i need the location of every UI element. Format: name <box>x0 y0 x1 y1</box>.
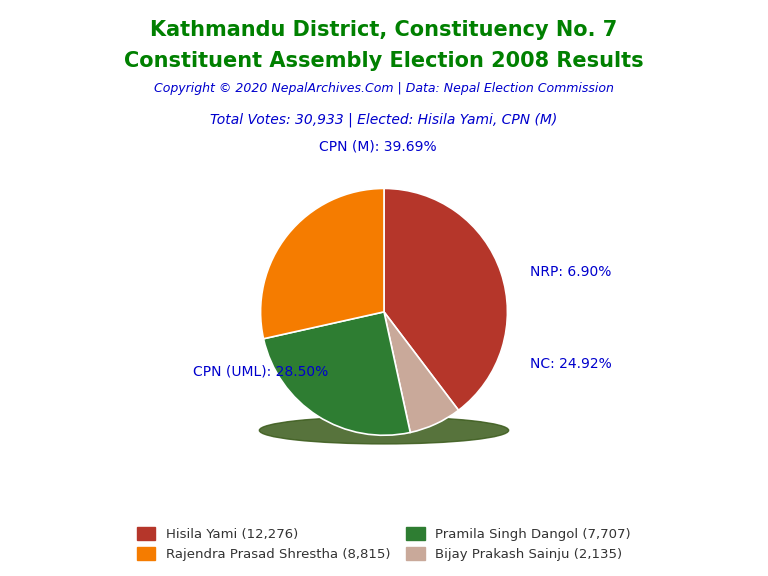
Text: CPN (M): 39.69%: CPN (M): 39.69% <box>319 140 437 154</box>
Ellipse shape <box>260 417 508 444</box>
Text: Total Votes: 30,933 | Elected: Hisila Yami, CPN (M): Total Votes: 30,933 | Elected: Hisila Ya… <box>210 112 558 127</box>
Wedge shape <box>384 312 458 433</box>
Wedge shape <box>260 188 384 339</box>
Text: Copyright © 2020 NepalArchives.Com | Data: Nepal Election Commission: Copyright © 2020 NepalArchives.Com | Dat… <box>154 82 614 95</box>
Text: Constituent Assembly Election 2008 Results: Constituent Assembly Election 2008 Resul… <box>124 51 644 71</box>
Text: NC: 24.92%: NC: 24.92% <box>530 357 611 371</box>
Legend: Hisila Yami (12,276), Rajendra Prasad Shrestha (8,815), Pramila Singh Dangol (7,: Hisila Yami (12,276), Rajendra Prasad Sh… <box>132 522 636 567</box>
Text: NRP: 6.90%: NRP: 6.90% <box>530 266 611 279</box>
Wedge shape <box>263 312 410 435</box>
Text: Kathmandu District, Constituency No. 7: Kathmandu District, Constituency No. 7 <box>151 20 617 40</box>
Text: CPN (UML): 28.50%: CPN (UML): 28.50% <box>193 364 328 378</box>
Wedge shape <box>384 188 508 410</box>
